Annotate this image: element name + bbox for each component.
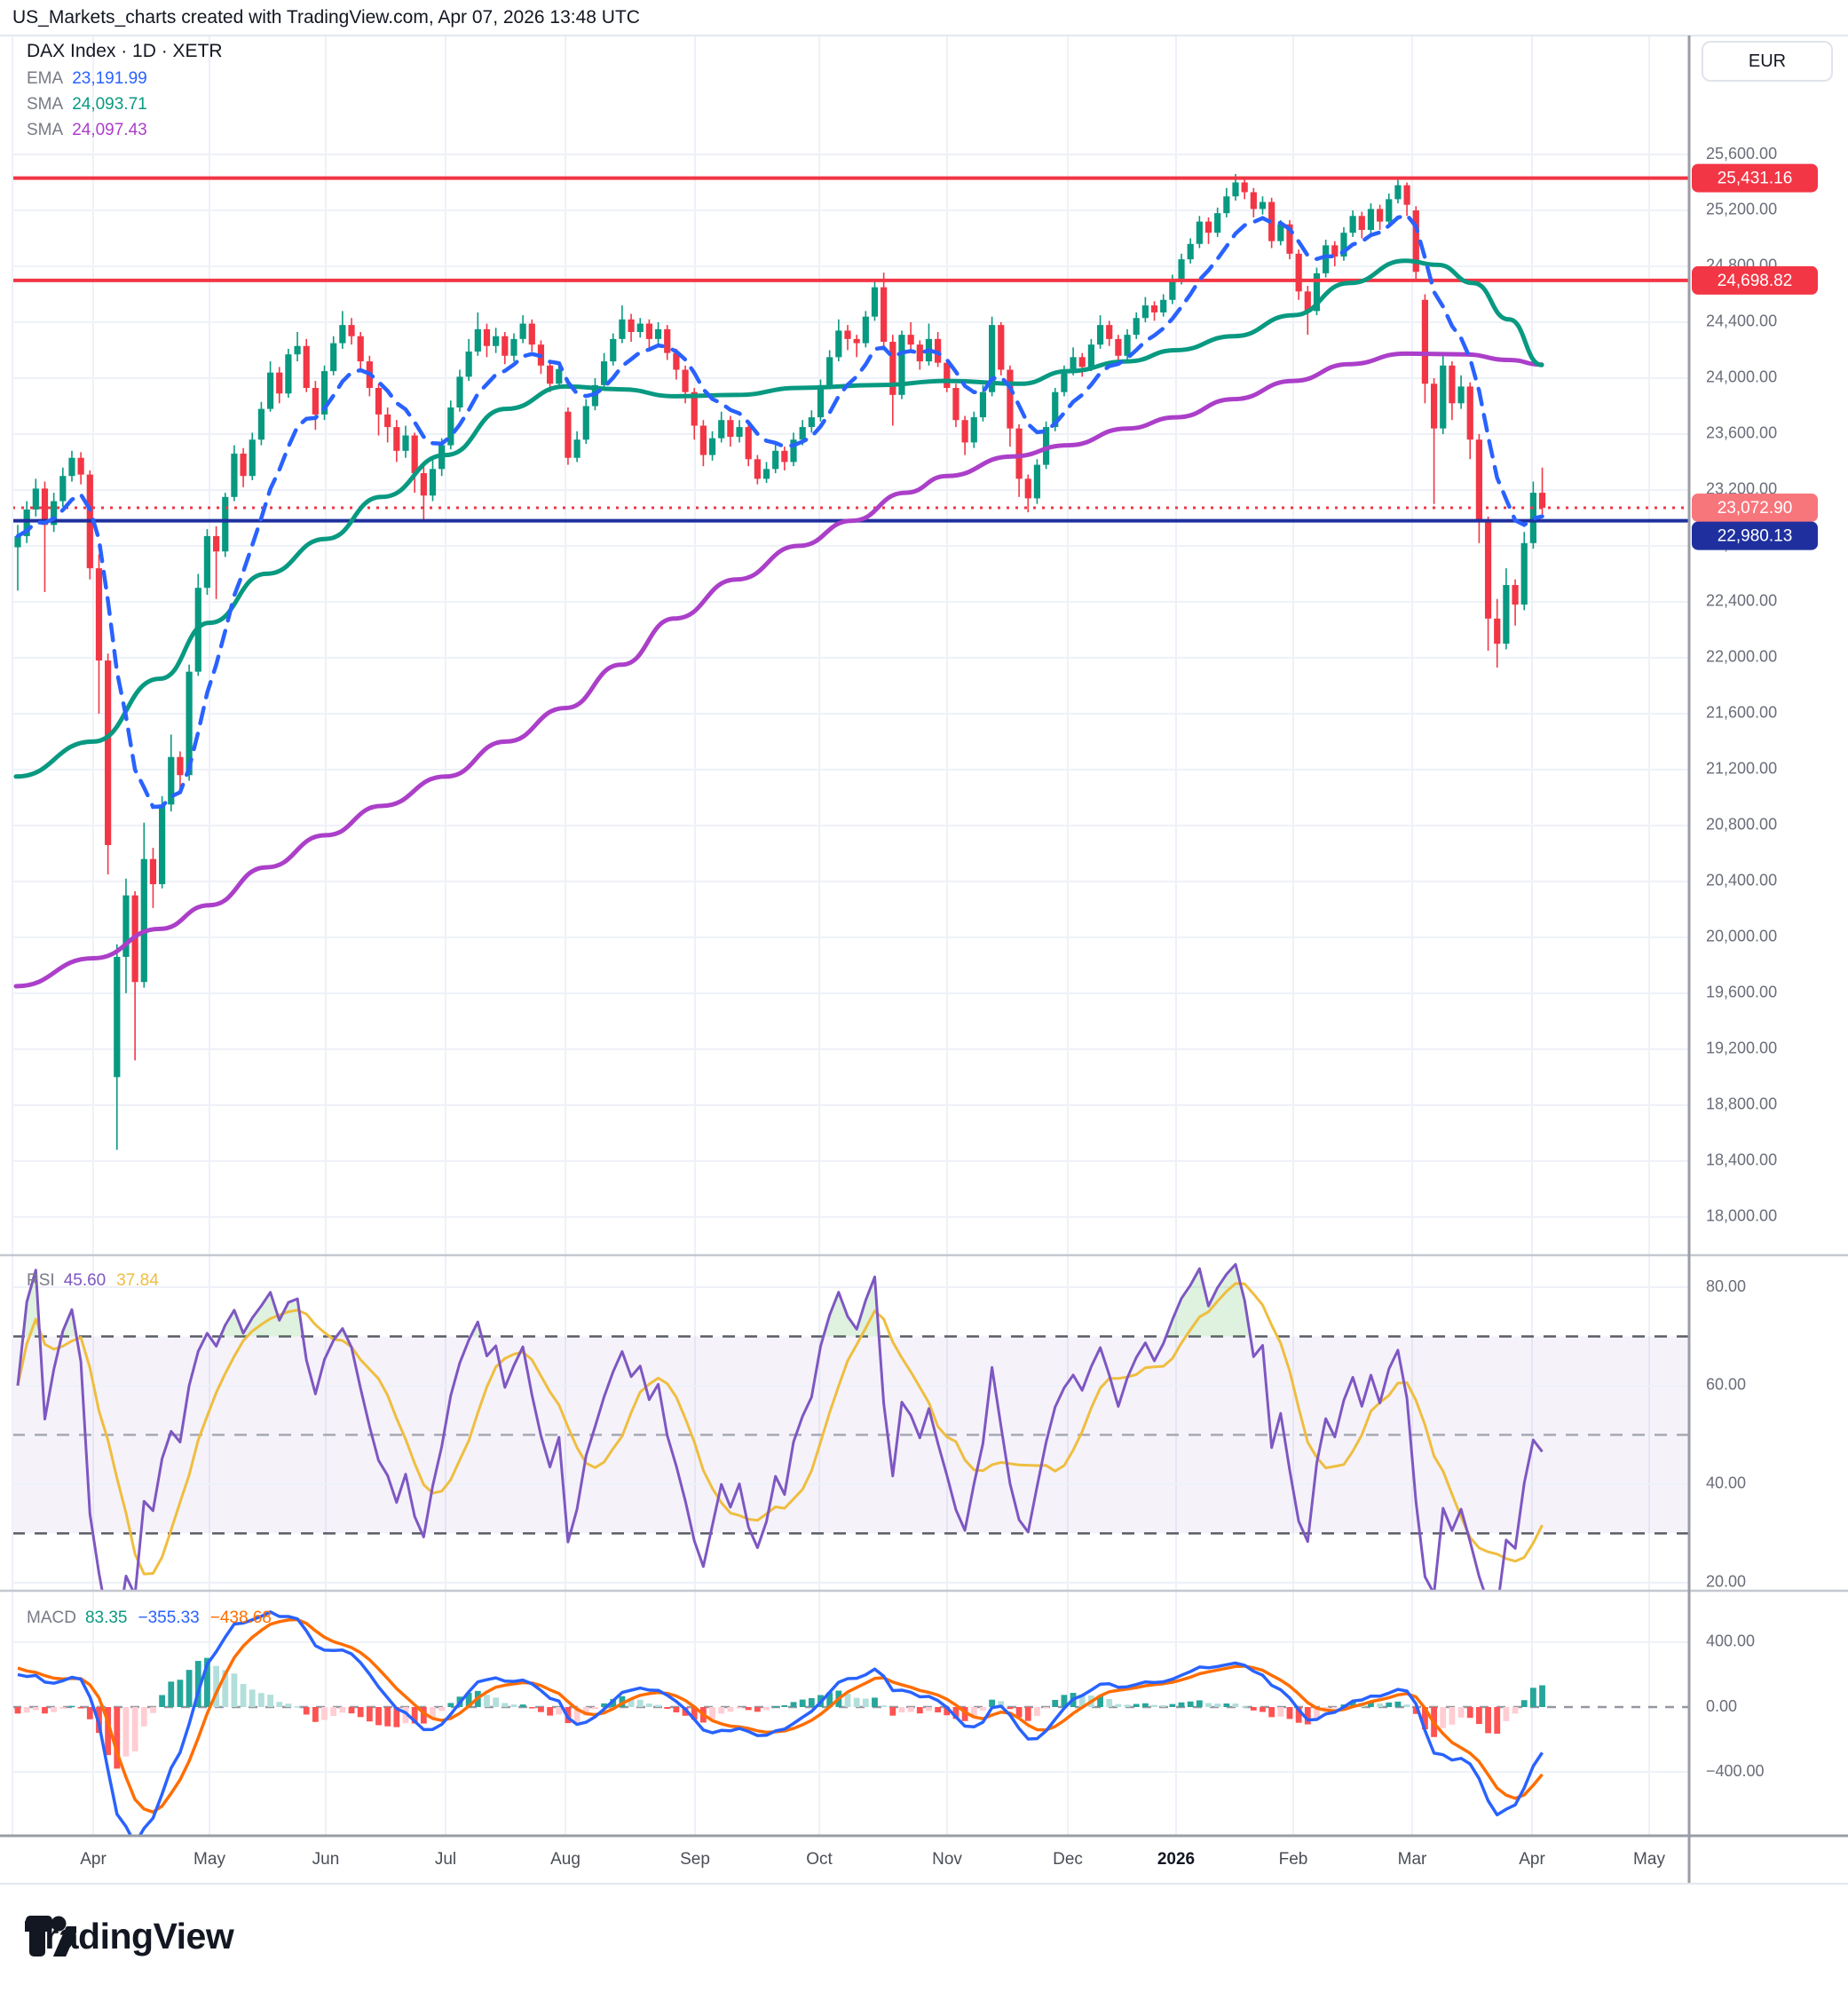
svg-text:Jun: Jun <box>312 1850 340 1869</box>
footer-brand[interactable]: TradingView <box>25 1916 234 1957</box>
svg-text:0.00: 0.00 <box>1706 1697 1737 1715</box>
svg-text:18,000.00: 18,000.00 <box>1706 1207 1777 1225</box>
svg-text:Apr: Apr <box>80 1850 107 1869</box>
svg-text:20,800.00: 20,800.00 <box>1706 816 1777 834</box>
svg-text:25,431.16: 25,431.16 <box>1718 170 1793 188</box>
svg-text:40.00: 40.00 <box>1706 1474 1746 1492</box>
rsi-legend[interactable]: RSI 45.60 37.84 <box>27 1271 170 1291</box>
pane-separators <box>0 35 1848 1885</box>
indicator-value: 24,097.43 <box>72 121 147 139</box>
macd-gridlines <box>12 1640 1689 1774</box>
date-axis-labels: Apr May Jun Jul Aug Sep Oct Nov Dec 2026 Feb Mar Apr… <box>80 1850 1665 1869</box>
macd-label: MACD <box>27 1609 76 1627</box>
svg-text:May: May <box>193 1850 225 1869</box>
svg-text:Dec: Dec <box>1053 1850 1083 1869</box>
svg-text:21,600.00: 21,600.00 <box>1706 704 1777 722</box>
svg-text:21,200.00: 21,200.00 <box>1706 760 1777 778</box>
svg-text:24,400.00: 24,400.00 <box>1706 312 1777 330</box>
rsi-label: RSI <box>27 1271 55 1290</box>
price-gridlines <box>12 154 1689 1218</box>
indicator-row-sma-fast[interactable]: SMA 24,093.71 <box>27 95 223 115</box>
indicator-label: EMA <box>27 69 64 88</box>
macd-hist-value: 83.35 <box>84 1609 128 1627</box>
svg-text:24,698.82: 24,698.82 <box>1718 272 1793 290</box>
svg-text:Jul: Jul <box>435 1850 456 1869</box>
macd-line-value: −355.33 <box>138 1609 200 1627</box>
price-axis-labels: 18,000.00 18,400.00 18,800.00 19,200.00 19,6… <box>1706 145 1777 1780</box>
tradingview-logo-icon <box>25 1916 76 1956</box>
svg-text:22,000.00: 22,000.00 <box>1706 648 1777 666</box>
indicator-value: 23,191.99 <box>72 69 147 88</box>
symbol-title[interactable]: DAX Index · 1D · XETR <box>27 41 223 61</box>
indicator-row-sma-slow[interactable]: SMA 24,097.43 <box>27 121 223 140</box>
svg-text:25,600.00: 25,600.00 <box>1706 145 1777 162</box>
svg-text:23,600.00: 23,600.00 <box>1706 424 1777 442</box>
svg-text:Oct: Oct <box>806 1850 833 1869</box>
svg-text:Nov: Nov <box>932 1850 962 1869</box>
svg-text:−400.00: −400.00 <box>1706 1762 1765 1780</box>
macd-signal-value: −438.68 <box>209 1609 272 1627</box>
svg-text:22,980.13: 22,980.13 <box>1718 527 1793 546</box>
rsi-value: 45.60 <box>63 1271 107 1290</box>
svg-text:Sep: Sep <box>680 1850 710 1869</box>
svg-text:Feb: Feb <box>1279 1850 1308 1869</box>
svg-text:2026: 2026 <box>1157 1850 1195 1869</box>
svg-text:25,200.00: 25,200.00 <box>1706 201 1777 218</box>
svg-text:20.00: 20.00 <box>1706 1573 1746 1591</box>
vertical-gridlines <box>92 36 1650 1836</box>
macd-legend[interactable]: MACD 83.35 −355.33 −438.68 <box>27 1609 282 1628</box>
svg-text:23,200.00: 23,200.00 <box>1706 480 1777 498</box>
svg-text:Mar: Mar <box>1398 1850 1427 1869</box>
svg-text:19,600.00: 19,600.00 <box>1706 984 1777 1001</box>
rsi-ma-value: 37.84 <box>116 1271 159 1290</box>
indicator-row-ema[interactable]: EMA 23,191.99 <box>27 69 223 89</box>
svg-text:400.00: 400.00 <box>1706 1632 1755 1650</box>
indicator-value: 24,093.71 <box>72 95 147 114</box>
level-lines <box>12 176 1689 523</box>
rsi-plot <box>16 1262 1544 1591</box>
svg-text:22,400.00: 22,400.00 <box>1706 592 1777 610</box>
svg-text:19,200.00: 19,200.00 <box>1706 1039 1777 1057</box>
svg-text:May: May <box>1633 1850 1665 1869</box>
indicator-label: SMA <box>27 95 64 114</box>
svg-text:20,000.00: 20,000.00 <box>1706 928 1777 945</box>
svg-text:Aug: Aug <box>550 1850 580 1869</box>
svg-text:18,400.00: 18,400.00 <box>1706 1151 1777 1169</box>
symbol-legend: DAX Index · 1D · XETR EMA 23,191.99 SMA 24… <box>27 41 223 146</box>
chart-attribution: US_Markets_charts created with TradingVi… <box>12 7 640 28</box>
macd-plot <box>14 1610 1545 1836</box>
svg-text:23,072.90: 23,072.90 <box>1718 499 1793 518</box>
price-badges: 25,431.16 24,698.82 23,072.90 22,980.13 <box>1692 163 1818 550</box>
ma-overlays <box>13 212 1544 989</box>
svg-text:24,000.00: 24,000.00 <box>1706 368 1777 386</box>
svg-text:20,400.00: 20,400.00 <box>1706 872 1777 889</box>
candlesticks <box>14 174 1546 1150</box>
svg-text:60.00: 60.00 <box>1706 1376 1746 1394</box>
svg-text:Apr: Apr <box>1519 1850 1545 1869</box>
currency-button[interactable]: EUR <box>1702 41 1833 82</box>
svg-text:80.00: 80.00 <box>1706 1277 1746 1295</box>
indicator-label: SMA <box>27 121 64 139</box>
svg-text:18,800.00: 18,800.00 <box>1706 1095 1777 1113</box>
